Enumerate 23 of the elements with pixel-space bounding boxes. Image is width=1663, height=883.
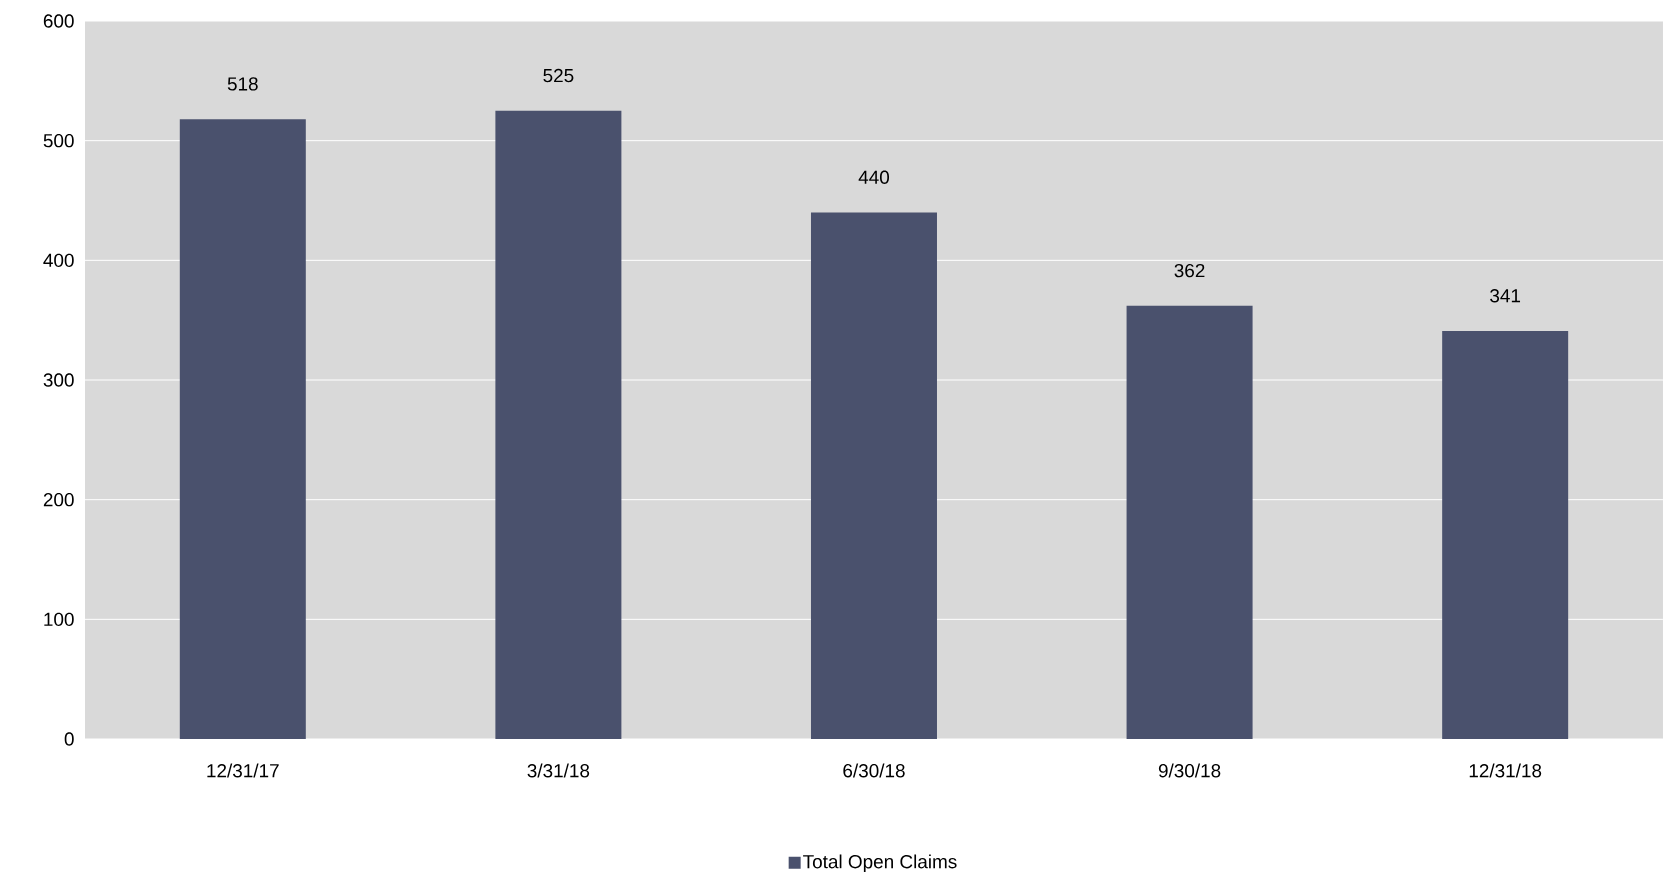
bar — [179, 119, 306, 739]
data-label: 440 — [858, 170, 890, 184]
y-tick-label: 400 — [43, 253, 74, 268]
bar — [1126, 305, 1253, 739]
x-tick-label: 12/31/17 — [207, 763, 279, 778]
bar — [810, 212, 937, 739]
y-tick-label: 300 — [43, 373, 74, 387]
y-tick-label: 200 — [43, 492, 74, 507]
x-tick-label: 9/30/18 — [1158, 763, 1221, 778]
x-tick-label: 3/31/18 — [527, 763, 590, 778]
y-tick-label: 100 — [44, 612, 74, 627]
legend-label: Total Open Claims — [803, 854, 957, 873]
bar — [1442, 330, 1569, 739]
bar — [495, 110, 622, 739]
data-label: 518 — [227, 77, 258, 91]
data-label: 525 — [543, 68, 574, 83]
data-label: 341 — [1490, 289, 1521, 303]
y-tick-label: 500 — [43, 133, 74, 148]
y-tick-label: 0 — [64, 732, 74, 746]
x-tick-label: 6/30/18 — [843, 763, 905, 778]
x-tick-label: 12/31/18 — [1469, 763, 1542, 778]
y-tick-label: 600 — [43, 14, 74, 28]
data-label: 362 — [1174, 263, 1205, 278]
